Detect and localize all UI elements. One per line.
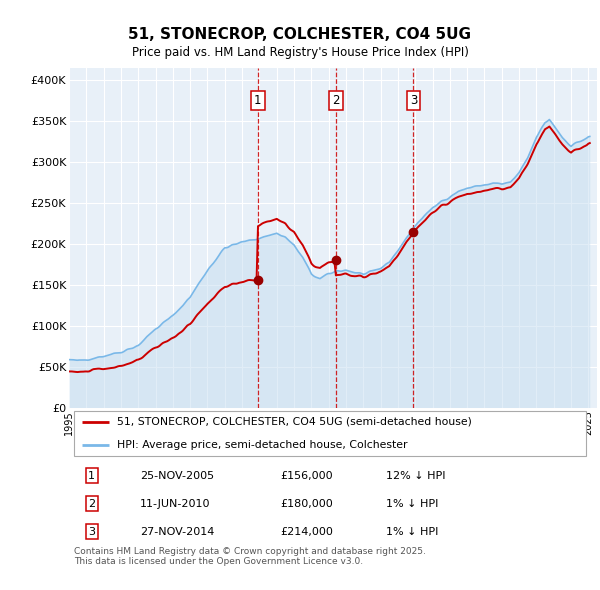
Text: 25-NOV-2005: 25-NOV-2005 [140,471,214,481]
Text: 2: 2 [88,499,95,509]
Text: £156,000: £156,000 [280,471,333,481]
Text: £180,000: £180,000 [280,499,333,509]
Text: 1% ↓ HPI: 1% ↓ HPI [386,499,438,509]
Text: 11-JUN-2010: 11-JUN-2010 [140,499,211,509]
Text: 1: 1 [254,94,262,107]
Text: 3: 3 [410,94,417,107]
Text: HPI: Average price, semi-detached house, Colchester: HPI: Average price, semi-detached house,… [116,440,407,450]
Text: 3: 3 [88,527,95,536]
Text: £214,000: £214,000 [280,527,333,536]
Text: Contains HM Land Registry data © Crown copyright and database right 2025.
This d: Contains HM Land Registry data © Crown c… [74,547,426,566]
Text: 27-NOV-2014: 27-NOV-2014 [140,527,215,536]
Text: 2: 2 [332,94,340,107]
Text: 1% ↓ HPI: 1% ↓ HPI [386,527,438,536]
FancyBboxPatch shape [74,411,586,457]
Text: 51, STONECROP, COLCHESTER, CO4 5UG: 51, STONECROP, COLCHESTER, CO4 5UG [128,27,472,41]
Text: Price paid vs. HM Land Registry's House Price Index (HPI): Price paid vs. HM Land Registry's House … [131,46,469,59]
Text: 12% ↓ HPI: 12% ↓ HPI [386,471,445,481]
Text: 1: 1 [88,471,95,481]
Text: 51, STONECROP, COLCHESTER, CO4 5UG (semi-detached house): 51, STONECROP, COLCHESTER, CO4 5UG (semi… [116,417,472,427]
